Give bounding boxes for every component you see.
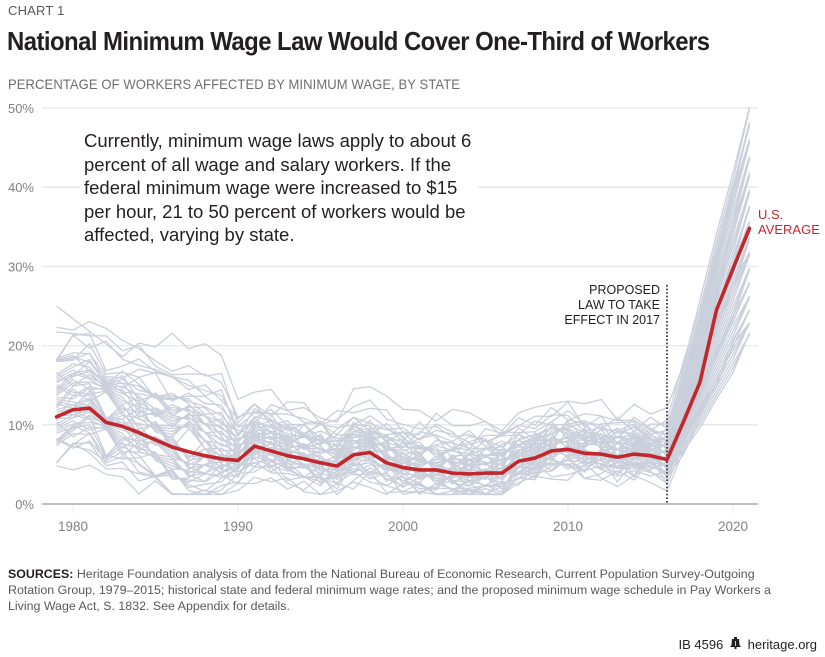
sources-text: Heritage Foundation analysis of data fro… bbox=[8, 567, 771, 613]
publication-id: IB 4596 bbox=[678, 637, 724, 652]
line-chart: 0% 10% 20% 30% 40% 50% 1980 1990 2000 2010 2020 bbox=[8, 101, 758, 534]
state-line bbox=[56, 171, 751, 466]
state-line bbox=[56, 155, 751, 458]
us-average-label-line-1: U.S. bbox=[758, 207, 784, 222]
liberty-bell-icon bbox=[729, 637, 741, 652]
summary-annotation: Currently, minimum wage laws apply to ab… bbox=[80, 127, 478, 249]
state-line bbox=[56, 297, 751, 491]
x-tick-label: 1990 bbox=[223, 519, 253, 534]
sources-label: SOURCES: bbox=[8, 567, 74, 581]
state-line bbox=[56, 107, 751, 432]
sources-note: SOURCES: Heritage Foundation analysis of… bbox=[8, 566, 798, 614]
state-line bbox=[56, 173, 751, 464]
state-line bbox=[56, 108, 751, 437]
y-tick-label: 0% bbox=[15, 497, 34, 512]
y-tick-label: 50% bbox=[8, 101, 34, 116]
y-axis-ticks: 0% 10% 20% 30% 40% 50% bbox=[8, 101, 34, 512]
x-tick-label: 2020 bbox=[718, 519, 748, 534]
proposed-law-annotation: PROPOSED LAW TO TAKE EFFECT IN 2017 bbox=[540, 283, 660, 328]
state-line bbox=[56, 140, 751, 456]
us-average-label-line-2: AVERAGE bbox=[758, 222, 820, 237]
state-line bbox=[56, 176, 751, 468]
y-tick-label: 30% bbox=[8, 259, 34, 274]
state-line bbox=[56, 295, 751, 490]
footer-credit: IB 4596 heritage.org bbox=[679, 637, 817, 652]
us-average-label: U.S. AVERAGE bbox=[758, 207, 820, 237]
state-line bbox=[56, 322, 751, 496]
us-average-line-group bbox=[54, 226, 752, 476]
y-tick-label: 40% bbox=[8, 180, 34, 195]
chart-kicker: CHART 1 bbox=[8, 3, 65, 18]
state-line bbox=[56, 281, 751, 485]
x-axis-ticks: 1980 1990 2000 2010 2020 bbox=[58, 506, 748, 534]
website-link[interactable]: heritage.org bbox=[747, 637, 817, 652]
state-line bbox=[56, 268, 751, 485]
proposed-law-line-2: LAW TO TAKE bbox=[578, 298, 660, 312]
state-line bbox=[56, 174, 751, 465]
state-line bbox=[55, 124, 751, 449]
chart-subtitle: PERCENTAGE OF WORKERS AFFECTED BY MINIMU… bbox=[8, 76, 461, 92]
state-line bbox=[55, 223, 751, 476]
state-line bbox=[56, 158, 751, 461]
state-line bbox=[55, 252, 751, 480]
state-line bbox=[56, 309, 751, 496]
state-line bbox=[56, 333, 751, 496]
state-line bbox=[56, 122, 751, 443]
y-tick-label: 10% bbox=[8, 418, 34, 433]
proposed-law-line-1: PROPOSED bbox=[589, 283, 660, 297]
x-tick-label: 1980 bbox=[58, 519, 88, 534]
state-line bbox=[56, 322, 751, 496]
y-tick-label: 20% bbox=[8, 339, 34, 354]
proposed-law-line-3: EFFECT IN 2017 bbox=[564, 313, 660, 327]
x-tick-label: 2010 bbox=[553, 519, 583, 534]
chart-title: National Minimum Wage Law Would Cover On… bbox=[7, 26, 710, 56]
x-tick-label: 2000 bbox=[388, 519, 418, 534]
